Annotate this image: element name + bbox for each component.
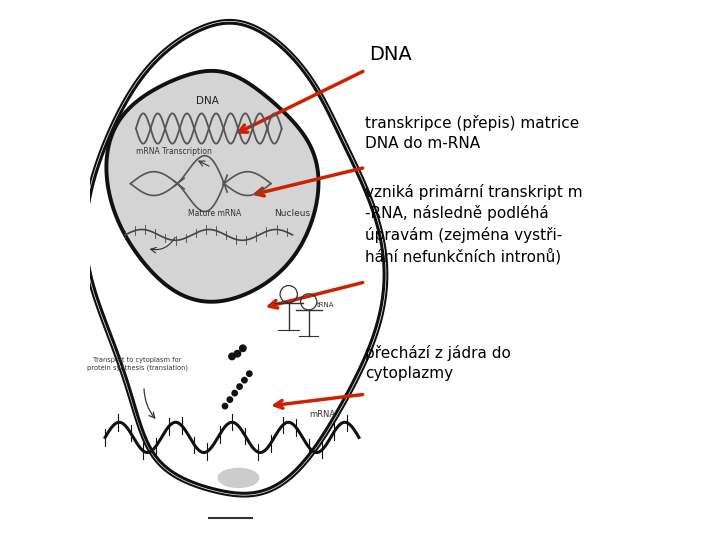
Text: mRNA: mRNA xyxy=(309,410,336,419)
Text: DNA: DNA xyxy=(369,45,411,64)
Circle shape xyxy=(232,390,238,396)
Circle shape xyxy=(240,345,246,352)
Text: DNA: DNA xyxy=(197,96,219,106)
Ellipse shape xyxy=(218,468,258,487)
Text: mRNA Transcription: mRNA Transcription xyxy=(136,147,212,156)
Text: přechází z jádra do
cytoplazmy: přechází z jádra do cytoplazmy xyxy=(365,345,511,381)
Circle shape xyxy=(234,350,240,357)
Circle shape xyxy=(229,353,235,360)
Text: tRNA: tRNA xyxy=(317,302,334,308)
Polygon shape xyxy=(86,23,384,493)
Text: Mature mRNA: Mature mRNA xyxy=(188,209,240,218)
Circle shape xyxy=(228,397,233,402)
Circle shape xyxy=(242,377,247,383)
Text: transkripce (přepis) matrice
DNA do m-RNA: transkripce (přepis) matrice DNA do m-RN… xyxy=(365,116,580,151)
Text: Transport to cytoplasm for
protein synthesis (translation): Transport to cytoplasm for protein synth… xyxy=(87,357,188,372)
Circle shape xyxy=(237,384,242,389)
Circle shape xyxy=(222,403,228,409)
Text: vzniká primární transkript m
-RNA, následně podléhá
úpravám (zejména vystři-
hán: vzniká primární transkript m -RNA, násle… xyxy=(365,184,583,265)
Circle shape xyxy=(246,371,252,376)
Text: Nucleus: Nucleus xyxy=(274,209,310,218)
Polygon shape xyxy=(107,71,318,302)
